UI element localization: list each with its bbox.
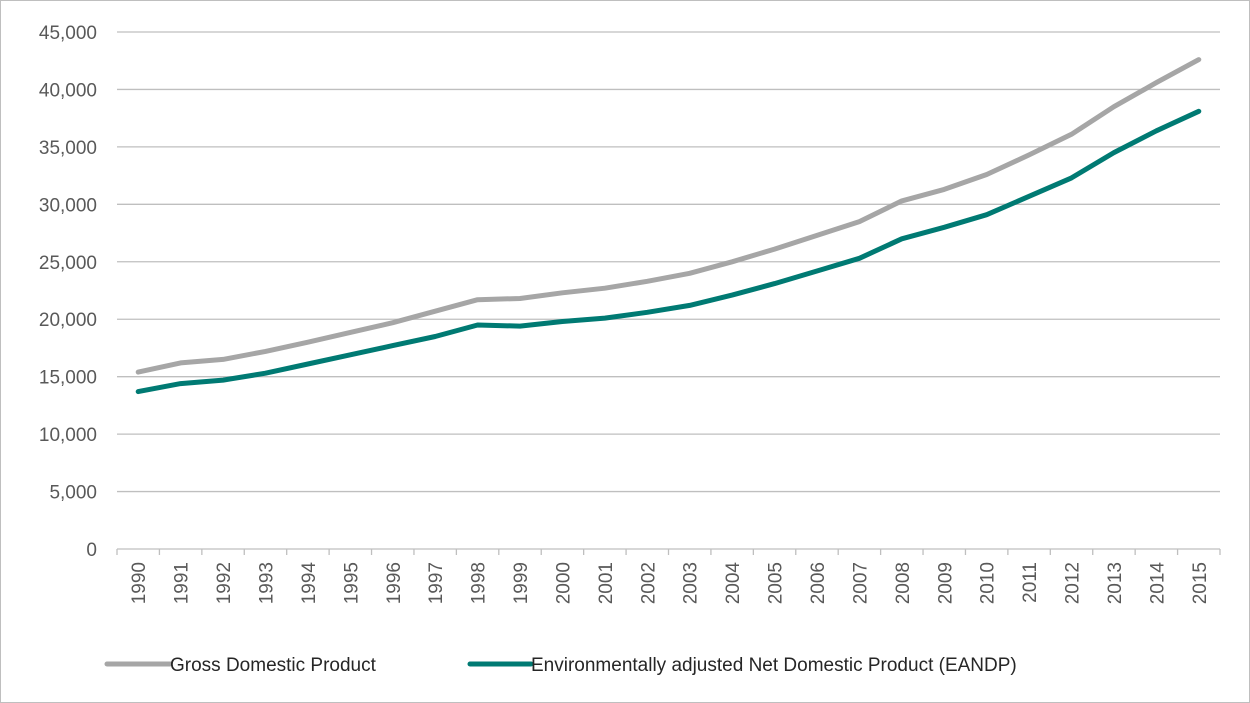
legend-label: Gross Domestic Product	[170, 655, 377, 676]
x-tick-label: 1990	[129, 562, 150, 604]
x-tick-label: 1994	[299, 562, 320, 605]
x-tick-label: 2015	[1190, 562, 1211, 604]
x-tick-label: 2001	[596, 562, 617, 604]
x-tick-label: 2013	[1105, 562, 1126, 604]
y-tick-label: 30,000	[39, 195, 97, 216]
x-tick-label: 2011	[1020, 562, 1041, 603]
x-tick-label: 2009	[935, 562, 956, 604]
x-tick-label: 1992	[214, 562, 235, 604]
legend-label: Environmentally adjusted Net Domestic Pr…	[531, 655, 1017, 676]
y-tick-label: 20,000	[39, 310, 97, 331]
y-tick-label: 5,000	[49, 483, 97, 504]
x-tick-label: 2003	[681, 562, 702, 604]
x-tick-label: 1999	[511, 562, 532, 604]
x-tick-label: 2006	[808, 562, 829, 604]
x-tick-label: 1995	[341, 562, 362, 604]
y-tick-label: 35,000	[39, 138, 97, 159]
x-tick-label: 2014	[1147, 562, 1168, 605]
x-tick-label: 2012	[1063, 562, 1084, 604]
x-tick-label: 2005	[766, 562, 787, 604]
x-tick-label: 1998	[469, 562, 490, 604]
x-tick-label: 2004	[723, 562, 744, 605]
x-tick-label: 2000	[553, 562, 574, 604]
x-tick-label: 1991	[172, 562, 193, 604]
x-tick-label: 1996	[384, 562, 405, 604]
x-tick-label: 1997	[426, 562, 447, 604]
y-tick-label: 40,000	[39, 80, 97, 101]
y-tick-label: 25,000	[39, 253, 97, 274]
x-tick-label: 2008	[893, 562, 914, 604]
x-tick-label: 2002	[638, 562, 659, 604]
x-tick-label: 2010	[978, 562, 999, 604]
y-tick-label: 10,000	[39, 425, 97, 446]
x-tick-label: 2007	[850, 562, 871, 604]
y-tick-label: 0	[86, 540, 97, 561]
series-line	[135, 108, 1202, 395]
x-tick-label: 1993	[256, 562, 277, 604]
y-tick-label: 15,000	[39, 368, 97, 389]
y-tick-label: 45,000	[39, 23, 97, 44]
series-line	[135, 57, 1202, 375]
